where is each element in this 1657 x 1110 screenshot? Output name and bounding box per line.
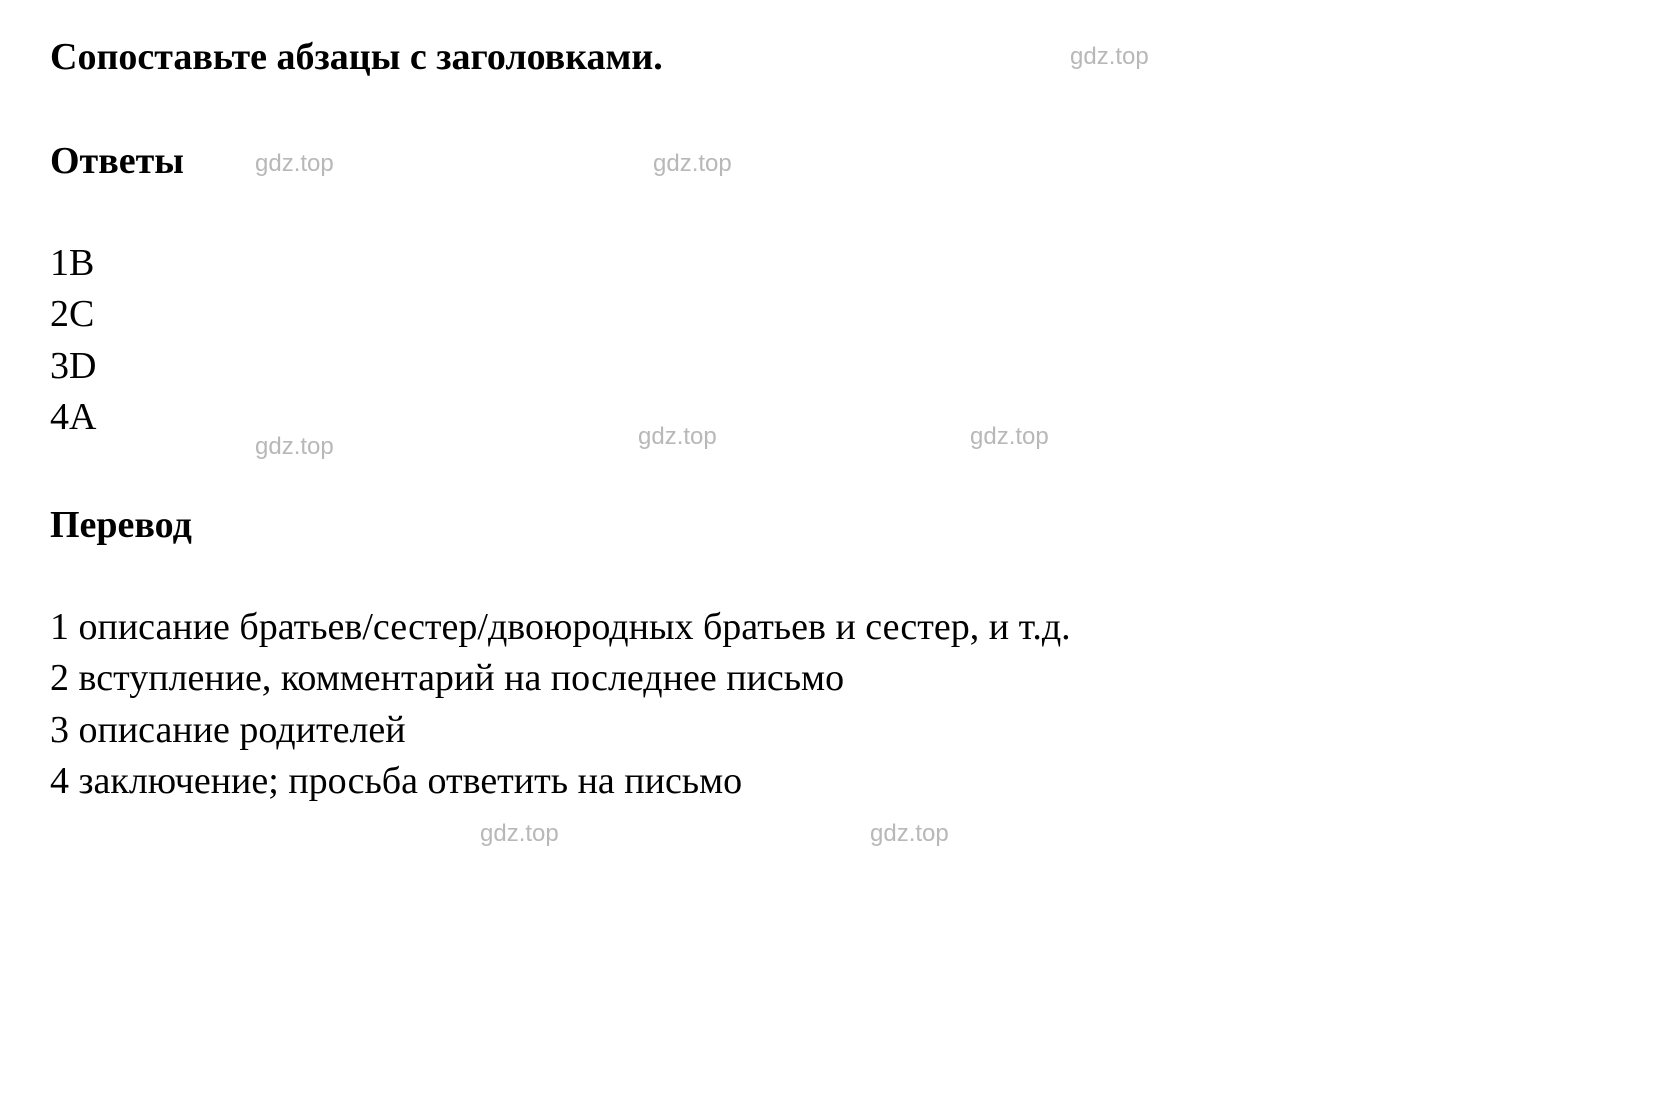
translation-item: 3 описание родителей xyxy=(50,705,1607,756)
translation-item: 2 вступление, комментарий на последнее п… xyxy=(50,653,1607,704)
translation-item: 1 описание братьев/сестер/двоюродных бра… xyxy=(50,602,1607,653)
translation-list: 1 описание братьев/сестер/двоюродных бра… xyxy=(50,602,1607,807)
answers-list: 1B 2C 3D 4A xyxy=(50,238,1607,443)
answer-item: 2C xyxy=(50,289,1607,340)
translation-item: 4 заключение; просьба ответить на письмо xyxy=(50,756,1607,807)
answers-heading: Ответы xyxy=(50,139,1607,183)
page-title: Сопоставьте абзацы с заголовками. xyxy=(50,35,1607,79)
answer-item: 3D xyxy=(50,341,1607,392)
translation-heading: Перевод xyxy=(50,503,1607,547)
watermark: gdz.top xyxy=(480,820,559,848)
answer-item: 4A xyxy=(50,392,1607,443)
watermark: gdz.top xyxy=(870,820,949,848)
answer-item: 1B xyxy=(50,238,1607,289)
